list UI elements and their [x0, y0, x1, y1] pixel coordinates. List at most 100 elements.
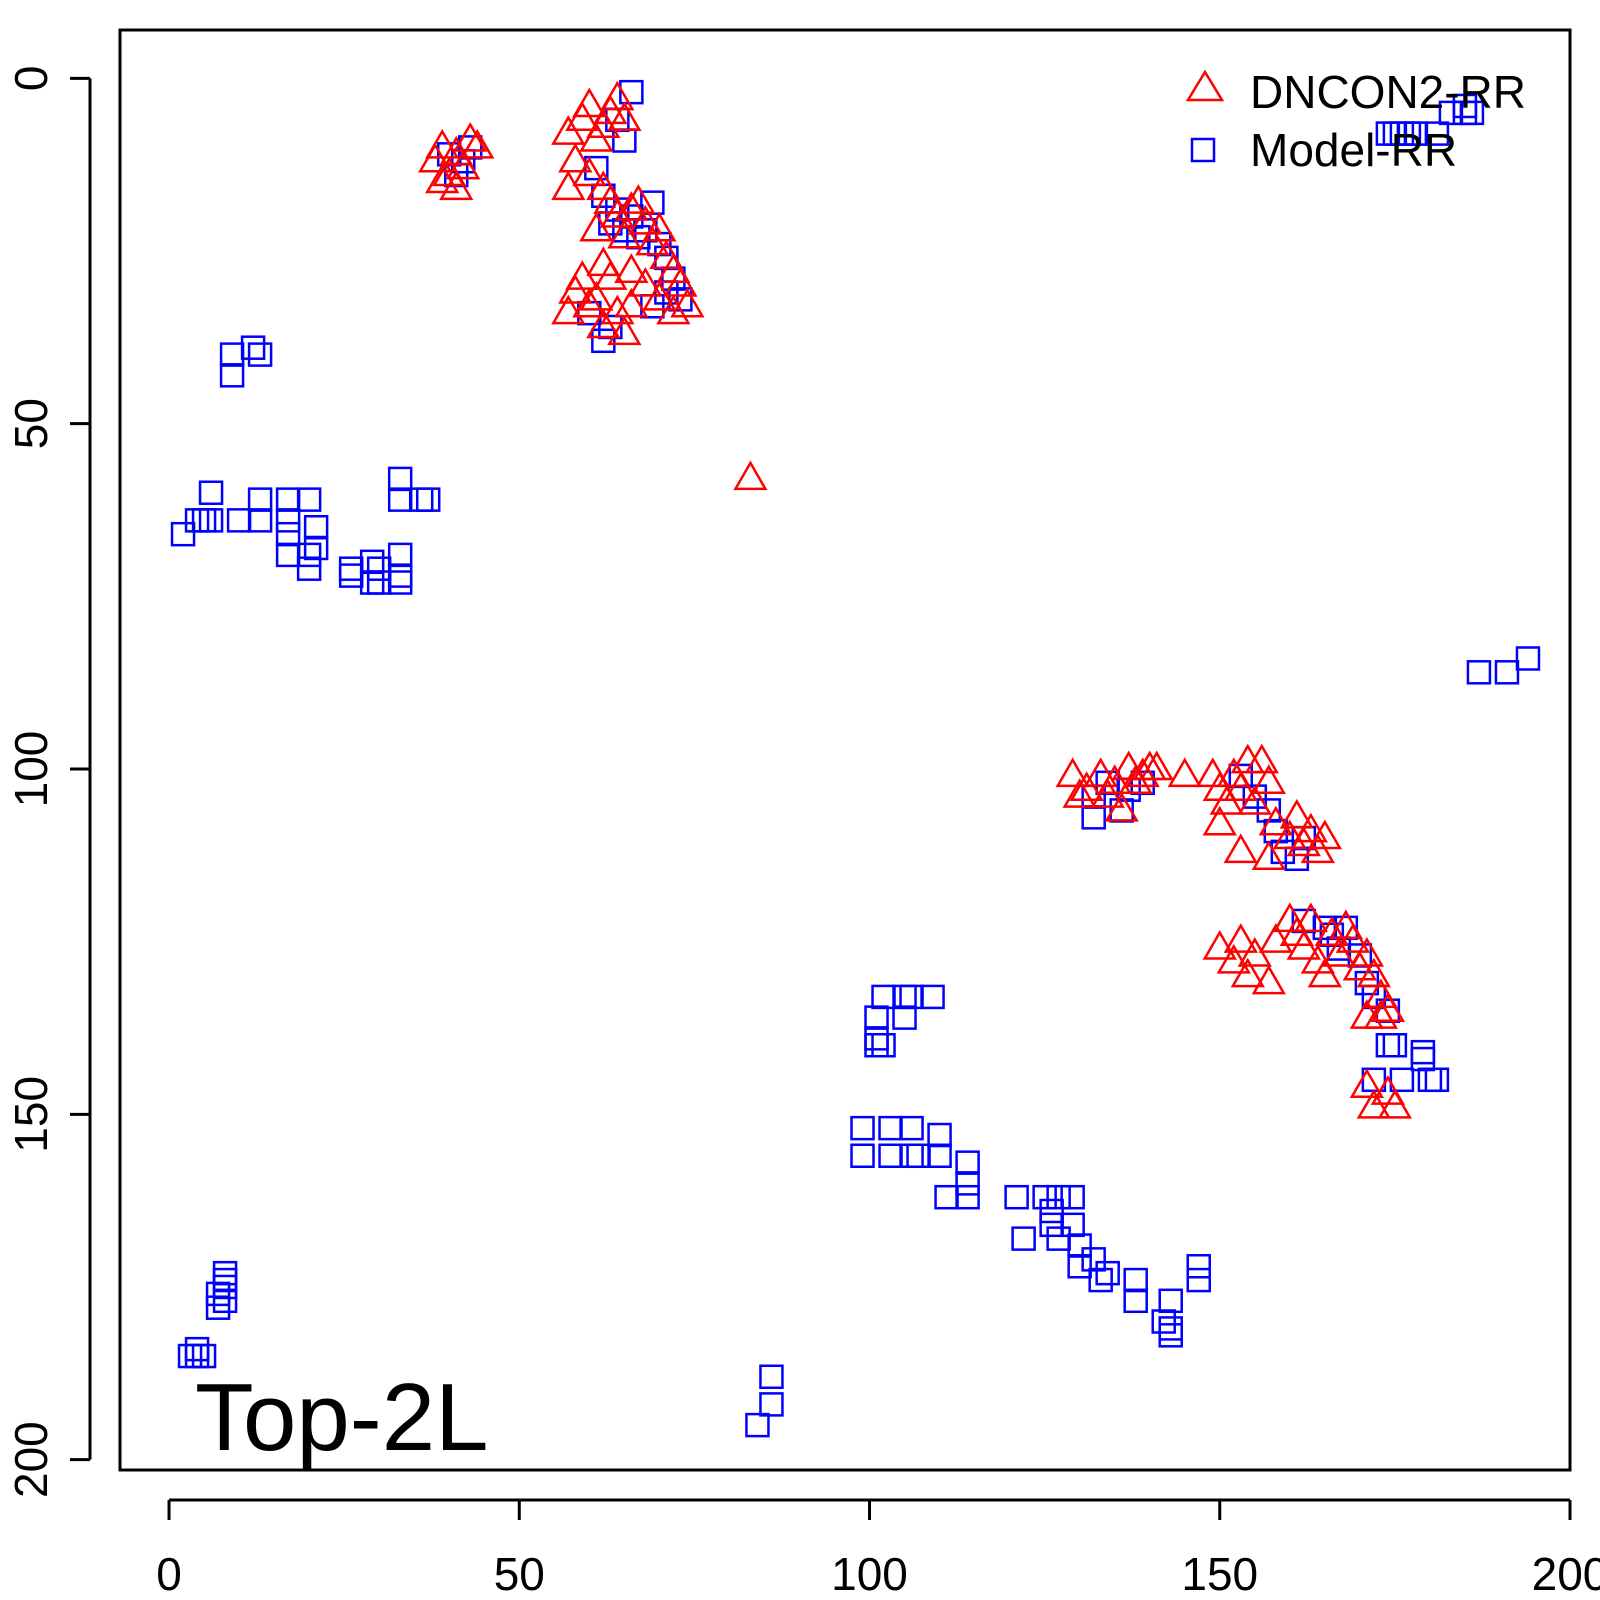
dncon2-rr-point	[572, 287, 607, 318]
dncon2-rr-point	[446, 149, 481, 180]
model-rr-point	[366, 570, 392, 595]
model-rr-point	[1046, 1184, 1071, 1210]
model-rr-point	[275, 487, 301, 512]
dncon2-rr-point	[1279, 798, 1314, 829]
model-rr-point	[1424, 121, 1450, 146]
model-rr-point	[899, 1115, 924, 1141]
dncon2-rr-point	[628, 204, 663, 235]
model-rr-point	[1186, 1267, 1211, 1293]
model-rr-point	[247, 487, 273, 512]
dncon2-rr-point	[1055, 757, 1090, 788]
x-tick-label: 0	[156, 1548, 182, 1600]
model-rr-point	[927, 1143, 952, 1169]
model-rr-point	[1067, 1233, 1092, 1258]
model-rr-point	[212, 1260, 238, 1286]
model-rr-point	[247, 508, 273, 533]
dncon2-rr-point	[1377, 1088, 1413, 1119]
model-rr-point	[184, 1336, 210, 1362]
model-rr-point	[1088, 1267, 1113, 1293]
dncon2-rr-point	[1349, 936, 1385, 967]
model-rr-point	[1382, 1033, 1408, 1058]
panel-label: Top-2L	[195, 1364, 489, 1471]
model-rr-point	[878, 1115, 903, 1141]
model-rr-point	[864, 1033, 889, 1058]
model-rr-point	[899, 984, 924, 1010]
model-rr-point	[955, 1184, 980, 1210]
dncon2-rr-point	[642, 211, 677, 242]
model-rr-point	[359, 549, 385, 575]
dncon2-rr-point	[614, 253, 649, 283]
model-rr-point	[920, 984, 945, 1010]
model-rr-point	[1123, 1288, 1148, 1314]
model-rr-point	[219, 363, 245, 388]
model-rr-point	[927, 1122, 952, 1148]
model-rr-point	[591, 328, 616, 354]
model-rr-point	[1046, 1226, 1071, 1251]
dncon2-rr-point	[1251, 964, 1286, 995]
model-rr-point	[892, 1005, 917, 1030]
model-rr-point	[759, 1392, 784, 1417]
model-rr-point	[1032, 1184, 1057, 1210]
dncon2-rr-point	[1083, 757, 1118, 788]
dncon2-rr-point	[1258, 923, 1293, 953]
model-rr-point	[359, 570, 385, 595]
dncon2-rr-point	[1223, 771, 1258, 801]
model-rr-point	[850, 1115, 875, 1141]
dncon2-rr-point	[460, 128, 495, 159]
dncon2-rr-point	[1307, 957, 1342, 988]
model-rr-point	[296, 487, 322, 512]
dncon2-rr-point	[579, 211, 614, 242]
model-rr-point	[387, 542, 413, 568]
model-rr-point	[892, 984, 917, 1010]
model-rr-point	[1466, 660, 1492, 685]
model-rr-point	[296, 556, 322, 581]
model-rr-point	[1515, 646, 1541, 671]
model-rr-point	[1410, 1039, 1436, 1065]
dncon2-rr-point	[551, 294, 586, 325]
dncon2-rr-point	[558, 142, 593, 173]
x-tick-label: 100	[831, 1548, 908, 1600]
y-tick-label: 50	[5, 398, 57, 449]
dncon2-rr-point	[1230, 957, 1265, 988]
dncon2-rr-point	[1062, 778, 1097, 808]
model-rr-point	[184, 508, 210, 533]
model-rr-point	[191, 1343, 217, 1369]
model-rr-point	[212, 1288, 238, 1314]
model-rr-point	[387, 466, 413, 492]
model-rr-point	[745, 1412, 770, 1438]
model-rr-point	[934, 1184, 959, 1210]
model-rr-point	[219, 342, 245, 367]
model-rr-point	[1081, 805, 1106, 830]
model-rr-point	[170, 521, 196, 547]
model-rr-point	[1389, 1067, 1415, 1093]
dncon2-rr-point	[600, 294, 635, 325]
dncon2-rr-point	[1125, 757, 1160, 788]
model-rr-point	[212, 1274, 238, 1300]
model-rr-point	[247, 342, 273, 367]
model-rr-point	[415, 487, 441, 512]
dncon2-rr-point	[1223, 923, 1258, 953]
dncon2-rr-point	[425, 163, 460, 194]
model-rr-point	[275, 542, 301, 568]
dncon2-rr-point	[1251, 840, 1286, 871]
dncon2-rr-point	[551, 170, 586, 201]
dncon2-rr-point	[1237, 785, 1272, 815]
model-rr-point	[1039, 1198, 1064, 1224]
dncon2-rr-point	[1286, 930, 1321, 960]
dncon2-rr-point	[656, 294, 691, 325]
legend-label-dncon2-rr: DNCON2-RR	[1250, 66, 1526, 118]
model-rr-point	[1081, 1247, 1106, 1272]
model-rr-point	[275, 508, 301, 533]
model-rr-point	[387, 570, 413, 595]
dncon2-rr-point	[1314, 916, 1350, 946]
dncon2-rr-point	[733, 460, 768, 491]
x-tick-label: 150	[1181, 1548, 1258, 1600]
y-tick-label: 150	[5, 1076, 57, 1153]
model-rr-point	[1123, 1267, 1148, 1293]
dncon2-rr-point	[1139, 750, 1174, 781]
dncon2-rr-point	[670, 287, 705, 318]
dncon2-rr-point	[1370, 992, 1406, 1022]
model-rr-point	[205, 1281, 231, 1307]
model-rr-point	[366, 556, 392, 581]
dncon2-rr-point	[439, 170, 474, 201]
